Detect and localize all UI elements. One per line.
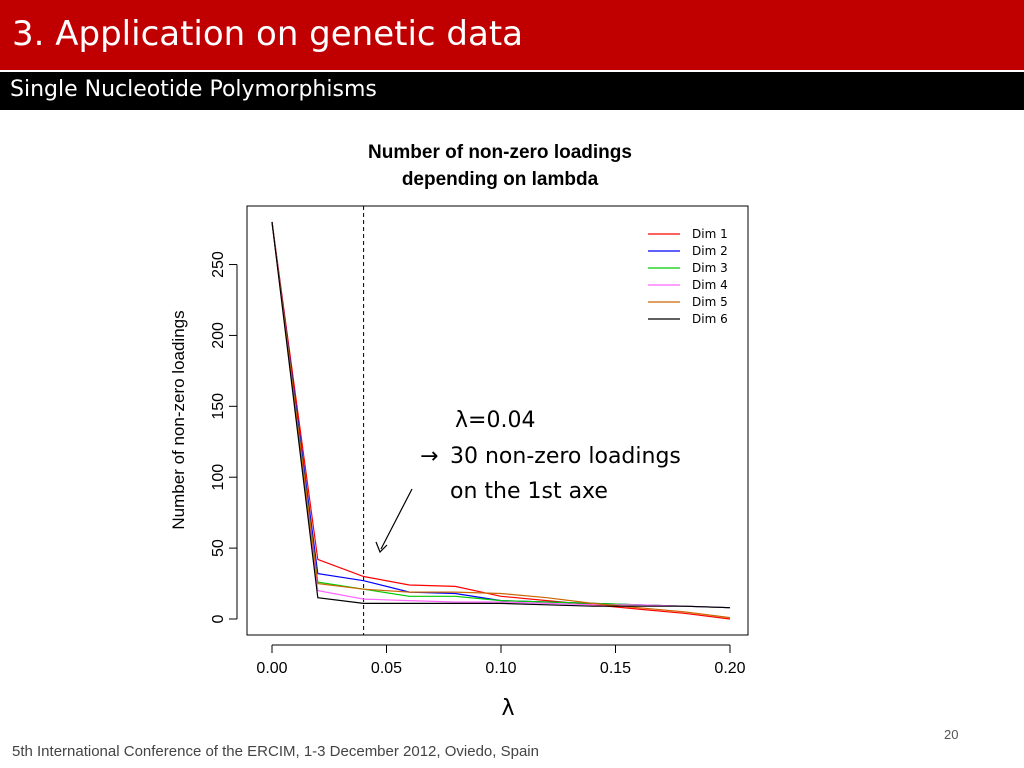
annotation-pointer-arrowhead xyxy=(375,541,388,554)
legend-entry: Dim 3 xyxy=(692,261,728,275)
annotation-line3: on the 1st axe xyxy=(450,479,608,504)
legend-entry: Dim 5 xyxy=(692,295,728,309)
slide-subtitle: Single Nucleotide Polymorphisms xyxy=(10,77,377,102)
chart-title-line: depending on lambda xyxy=(402,169,599,190)
y-axis-label: Number of non-zero loadings xyxy=(169,310,188,529)
x-tick-label: 0.10 xyxy=(485,660,516,677)
x-tick-label: 0.00 xyxy=(256,660,287,677)
subtitle-bar: Single Nucleotide Polymorphisms xyxy=(0,72,1024,110)
chart-title-line: Number of non-zero loadings xyxy=(368,142,632,163)
legend-entry: Dim 4 xyxy=(692,278,728,292)
series-line-1 xyxy=(271,221,731,620)
y-tick-label: 100 xyxy=(210,464,227,491)
line-chart: Number of non-zero loadings depending on … xyxy=(169,142,749,721)
y-tick-label: 250 xyxy=(210,251,227,278)
annotation-lambda: λ=0.04 xyxy=(455,408,536,433)
footer-text: 5th International Conference of the ERCI… xyxy=(12,743,539,760)
annotation-pointer-line xyxy=(380,488,413,550)
series-line-4 xyxy=(271,221,731,609)
series-line-5 xyxy=(271,221,731,619)
page-number: 20 xyxy=(944,727,959,742)
annotation-line2: 30 non-zero loadings xyxy=(450,444,681,469)
x-tick-label: 0.15 xyxy=(600,660,631,677)
x-tick-label: 0.05 xyxy=(371,660,402,677)
x-axis-label: λ xyxy=(501,696,514,721)
slide-title: 3. Application on genetic data xyxy=(12,14,524,54)
y-tick-label: 0 xyxy=(210,614,227,623)
y-tick-label: 50 xyxy=(210,539,227,557)
y-tick-label: 150 xyxy=(210,393,227,420)
plot-frame xyxy=(246,205,749,636)
series-line-6 xyxy=(271,221,731,609)
annotation-arrow-icon: → xyxy=(420,444,439,469)
legend-entry: Dim 1 xyxy=(692,227,728,241)
x-tick-label: 0.20 xyxy=(714,660,745,677)
legend-entry: Dim 6 xyxy=(692,312,728,326)
legend-entry: Dim 2 xyxy=(692,244,728,258)
title-bar: 3. Application on genetic data xyxy=(0,0,1024,70)
y-tick-label: 200 xyxy=(210,322,227,349)
